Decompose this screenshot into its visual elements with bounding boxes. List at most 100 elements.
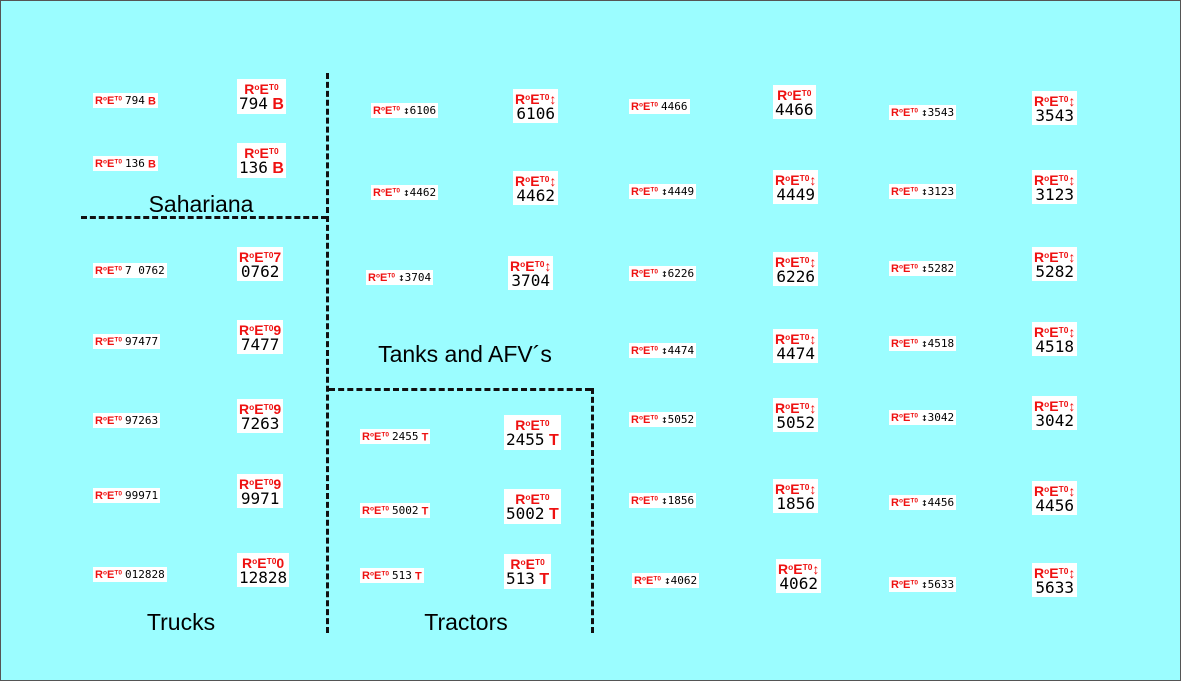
prefix-r: R <box>510 556 521 573</box>
decal-plate-large: RoET0 4466 <box>773 85 816 120</box>
plate-number-line: 1856 <box>775 496 816 512</box>
plate-number-line: 5002 T <box>506 506 559 523</box>
prefix-e: E <box>1049 483 1059 500</box>
prefix-sup: o <box>520 259 526 269</box>
decal-plate-large: RoET09 9971 <box>237 474 284 509</box>
prefix-sup: o <box>785 173 791 183</box>
prefix-sup: o <box>102 570 107 577</box>
decal-plate-large: RoET0↕ 6106 <box>513 89 559 124</box>
plate-suffix: B <box>144 95 156 108</box>
prefix-r: R <box>631 414 639 427</box>
prefix-e: E <box>793 561 803 578</box>
decal-plate-small: RoET0 ↕4474 <box>629 343 697 359</box>
decal-plate-large: RoET0↕ 5633 <box>1032 563 1078 598</box>
prefix-sup: o <box>102 266 107 273</box>
plate-number: 136 <box>125 157 145 171</box>
prefix-e: E <box>384 105 393 118</box>
plate-number: 6226 <box>776 267 815 287</box>
decal-plate-large: RoET0↕ 3123 <box>1032 170 1078 205</box>
prefix-r: R <box>775 400 786 417</box>
plate-prefix-extra: ↕ <box>812 561 820 578</box>
prefix-t: T0 <box>650 187 659 194</box>
decal-plate-small: RoET0 ↕5052 <box>629 412 697 428</box>
prefix-sup: o <box>785 332 791 342</box>
prefix-e: E <box>1049 565 1059 582</box>
plate-number: 136 <box>239 158 268 178</box>
prefix-r: R <box>239 401 250 418</box>
plate-number-line: 3123 <box>1034 187 1075 203</box>
plate-number: 7263 <box>240 414 280 434</box>
prefix-r: R <box>362 431 370 444</box>
decal-plate-large: RoET07 0762 <box>237 247 284 282</box>
prefix-t: T0 <box>910 108 919 115</box>
prefix-e: E <box>254 401 264 418</box>
prefix-e: E <box>259 81 269 98</box>
decal-plate-small: RoET0 ↕1856 <box>629 493 697 509</box>
plate-number: 4462 <box>516 186 555 206</box>
plate-number: 4062 <box>779 574 818 594</box>
prefix-t: T0 <box>1058 173 1069 183</box>
plate-number: ↕4449 <box>661 185 695 199</box>
prefix-t: T0 <box>268 146 279 156</box>
prefix-t: T0 <box>799 332 810 342</box>
prefix-sup: o <box>375 273 380 280</box>
plate-number: 12828 <box>239 568 288 588</box>
prefix-e: E <box>525 258 535 275</box>
prefix-sup: o <box>641 576 646 583</box>
prefix-e: E <box>902 107 911 120</box>
plate-prefix-extra: ↕ <box>809 481 817 498</box>
plate-number-line: 2455 T <box>506 432 559 449</box>
plate-prefix: RoET0 <box>95 415 122 427</box>
prefix-sup: o <box>369 506 374 513</box>
plate-prefix: RoET0 <box>891 186 918 198</box>
decal-plate-small: RoET0 513 T <box>360 568 424 584</box>
plate-prefix: RoET0↕ <box>1034 171 1075 187</box>
plate-number: 9971 <box>240 489 280 509</box>
prefix-r: R <box>95 415 103 428</box>
decal-plate-large: RoET0↕ 4518 <box>1032 322 1078 357</box>
plate-prefix: RoET0↕ <box>1034 397 1075 413</box>
prefix-sup: o <box>249 323 255 333</box>
prefix-sup: o <box>525 418 531 428</box>
decal-plate-small: RoET0 4466 <box>629 99 690 115</box>
prefix-sup: o <box>638 415 643 422</box>
prefix-e: E <box>373 570 382 583</box>
decal-plate-small: RoET0 ↕5633 <box>889 577 957 593</box>
prefix-r: R <box>515 91 526 108</box>
decal-plate-small: RoET0 ↕4449 <box>629 184 697 200</box>
plate-prefix-extra: ↕ <box>1068 398 1076 415</box>
prefix-r: R <box>244 145 255 162</box>
plate-number: ↕5282 <box>921 262 955 276</box>
prefix-e: E <box>379 272 388 285</box>
plate-prefix-extra: ↕ <box>809 254 817 271</box>
plate-prefix: RoET0 <box>362 570 389 582</box>
plate-number-line: 3042 <box>1034 413 1075 429</box>
prefix-r: R <box>891 186 899 199</box>
prefix-e: E <box>642 495 651 508</box>
prefix-r: R <box>95 336 103 349</box>
plate-prefix-extra: 9 <box>273 476 282 493</box>
plate-number: ↕3123 <box>921 185 955 199</box>
decal-plate-large: RoET0↕ 4462 <box>513 171 559 206</box>
plate-number: ↕4456 <box>921 496 955 510</box>
prefix-t: T0 <box>910 264 919 271</box>
decal-plate-small: RoET0 ↕4518 <box>889 336 957 352</box>
plate-prefix: RoET0 <box>506 416 559 432</box>
prefix-t: T0 <box>910 187 919 194</box>
prefix-e: E <box>106 95 115 108</box>
prefix-r: R <box>775 172 786 189</box>
plate-prefix: RoET0 <box>95 95 122 107</box>
plate-prefix: RoET0 <box>362 505 389 517</box>
decal-plate-small: RoET0 ↕3042 <box>889 410 957 426</box>
prefix-sup: o <box>787 88 793 98</box>
plate-number-line: 3704 <box>510 273 551 289</box>
prefix-r: R <box>775 254 786 271</box>
plate-prefix: RoET0↕ <box>775 171 816 187</box>
decal-plate-small: RoET0 ↕4062 <box>632 573 700 589</box>
plate-prefix: RoET0 <box>368 272 395 284</box>
prefix-e: E <box>902 412 911 425</box>
plate-number: 3042 <box>1035 411 1074 431</box>
prefix-sup: o <box>898 264 903 271</box>
plate-number-line: 5633 <box>1034 580 1075 596</box>
decal-plate-large: RoET0 136 B <box>237 143 286 179</box>
